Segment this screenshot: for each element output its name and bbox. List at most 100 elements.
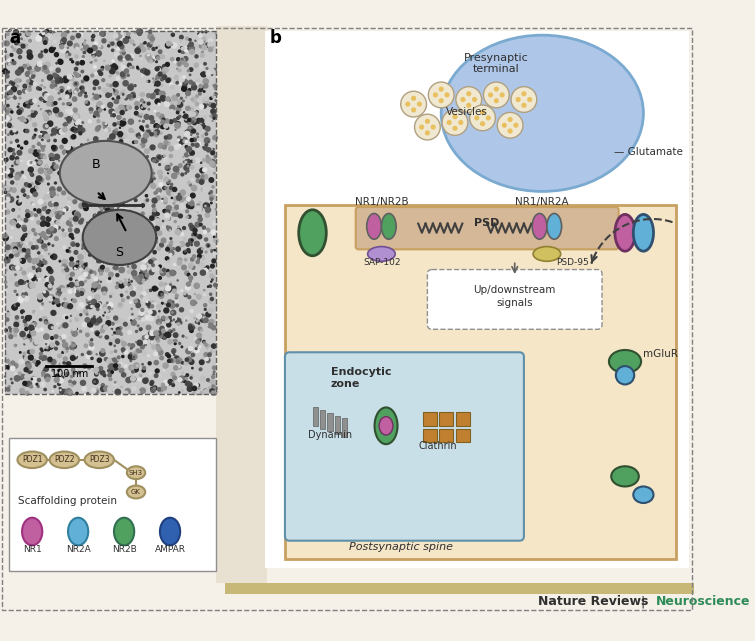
Circle shape	[140, 287, 145, 290]
Bar	[5, 31, 216, 394]
Circle shape	[192, 97, 196, 102]
Circle shape	[45, 206, 46, 208]
Circle shape	[156, 47, 157, 48]
Circle shape	[109, 135, 111, 136]
Circle shape	[114, 345, 116, 347]
Circle shape	[160, 356, 164, 360]
Circle shape	[190, 137, 196, 142]
Circle shape	[90, 343, 93, 346]
Circle shape	[167, 179, 171, 183]
Circle shape	[20, 95, 21, 96]
Circle shape	[62, 80, 64, 82]
Circle shape	[40, 109, 42, 110]
Circle shape	[169, 120, 173, 124]
Circle shape	[115, 53, 119, 58]
Circle shape	[66, 163, 69, 167]
Circle shape	[167, 284, 171, 287]
Circle shape	[212, 186, 214, 188]
Circle shape	[54, 102, 57, 104]
Circle shape	[119, 283, 124, 287]
Circle shape	[187, 70, 190, 72]
Circle shape	[5, 197, 10, 202]
Circle shape	[140, 104, 146, 110]
Circle shape	[214, 94, 215, 96]
Circle shape	[80, 58, 85, 63]
Circle shape	[62, 264, 66, 268]
Circle shape	[38, 252, 40, 254]
Circle shape	[94, 94, 99, 99]
Circle shape	[196, 133, 199, 135]
Circle shape	[165, 332, 168, 335]
Circle shape	[36, 268, 41, 272]
Circle shape	[103, 308, 109, 313]
Circle shape	[204, 304, 207, 307]
Circle shape	[205, 126, 210, 131]
Circle shape	[6, 85, 9, 88]
Circle shape	[52, 163, 55, 165]
Circle shape	[91, 239, 93, 241]
Circle shape	[10, 188, 12, 190]
Circle shape	[189, 151, 193, 155]
Circle shape	[42, 79, 43, 81]
Circle shape	[23, 235, 25, 238]
Circle shape	[194, 63, 199, 67]
Circle shape	[23, 356, 24, 357]
Circle shape	[119, 368, 124, 372]
Circle shape	[46, 176, 50, 179]
Circle shape	[103, 60, 105, 62]
Circle shape	[77, 267, 79, 269]
Circle shape	[153, 287, 157, 291]
Circle shape	[57, 383, 60, 385]
Circle shape	[49, 344, 52, 347]
Circle shape	[109, 388, 111, 390]
Circle shape	[19, 279, 23, 285]
Ellipse shape	[533, 247, 561, 262]
Circle shape	[194, 383, 198, 387]
Circle shape	[49, 301, 51, 302]
Circle shape	[76, 213, 81, 218]
Circle shape	[24, 183, 27, 186]
Circle shape	[125, 69, 128, 73]
Circle shape	[145, 308, 148, 312]
Circle shape	[63, 103, 64, 105]
Circle shape	[61, 32, 66, 38]
Circle shape	[76, 119, 81, 124]
Circle shape	[154, 124, 159, 129]
Circle shape	[46, 347, 48, 349]
Circle shape	[76, 281, 79, 285]
Circle shape	[120, 72, 125, 76]
Circle shape	[186, 282, 190, 286]
Circle shape	[14, 243, 18, 247]
Circle shape	[138, 68, 140, 70]
Circle shape	[60, 337, 61, 339]
Circle shape	[41, 139, 46, 144]
Circle shape	[55, 290, 57, 291]
Circle shape	[84, 174, 88, 178]
Circle shape	[60, 79, 63, 83]
Circle shape	[59, 388, 61, 390]
Circle shape	[151, 183, 156, 188]
Circle shape	[178, 69, 181, 72]
Circle shape	[140, 233, 143, 237]
Circle shape	[109, 339, 113, 344]
Circle shape	[56, 221, 59, 224]
Circle shape	[32, 317, 35, 319]
Circle shape	[94, 72, 97, 75]
Circle shape	[96, 153, 100, 158]
Circle shape	[129, 179, 133, 183]
Circle shape	[45, 293, 48, 297]
Circle shape	[206, 155, 208, 158]
Circle shape	[29, 74, 33, 78]
Circle shape	[132, 87, 134, 88]
Circle shape	[159, 163, 161, 165]
Circle shape	[21, 317, 23, 319]
Circle shape	[96, 303, 101, 308]
Circle shape	[39, 135, 42, 138]
Circle shape	[23, 383, 26, 387]
Circle shape	[37, 274, 39, 276]
Circle shape	[49, 156, 54, 162]
Circle shape	[194, 294, 196, 295]
Circle shape	[173, 287, 174, 289]
Circle shape	[203, 390, 208, 394]
Circle shape	[82, 322, 86, 327]
